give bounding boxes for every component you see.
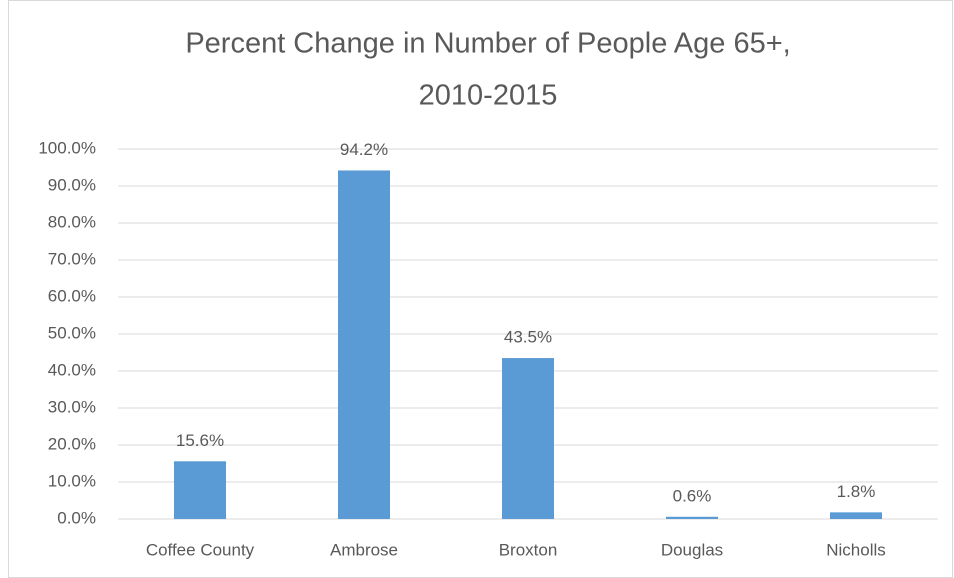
y-tick-label: 20.0% bbox=[48, 434, 96, 453]
bar bbox=[666, 516, 718, 519]
y-tick-label: 50.0% bbox=[48, 323, 96, 342]
data-label: 15.6% bbox=[176, 431, 224, 450]
x-tick-label: Coffee County bbox=[146, 540, 255, 559]
y-tick-label: 0.0% bbox=[57, 508, 96, 527]
y-tick-label: 60.0% bbox=[48, 286, 96, 305]
bar bbox=[830, 512, 882, 519]
chart-border bbox=[8, 0, 953, 578]
y-tick-label: 90.0% bbox=[48, 175, 96, 194]
bar bbox=[338, 170, 390, 519]
bar bbox=[174, 461, 226, 519]
x-tick-label: Douglas bbox=[661, 540, 723, 559]
x-tick-label: Nicholls bbox=[826, 540, 886, 559]
y-tick-label: 100.0% bbox=[38, 138, 96, 157]
y-tick-label: 40.0% bbox=[48, 360, 96, 379]
x-tick-label: Ambrose bbox=[330, 540, 398, 559]
y-tick-label: 80.0% bbox=[48, 212, 96, 231]
data-label: 0.6% bbox=[673, 486, 712, 505]
data-label: 43.5% bbox=[504, 328, 552, 347]
y-tick-label: 10.0% bbox=[48, 471, 96, 490]
x-tick-label: Broxton bbox=[499, 540, 558, 559]
y-tick-label: 30.0% bbox=[48, 397, 96, 416]
chart-title: Percent Change in Number of People Age 6… bbox=[185, 28, 790, 60]
chart-title: 2010-2015 bbox=[419, 80, 558, 112]
y-tick-label: 70.0% bbox=[48, 249, 96, 268]
bar bbox=[502, 358, 554, 519]
data-label: 1.8% bbox=[837, 482, 876, 501]
data-label: 94.2% bbox=[340, 140, 388, 159]
